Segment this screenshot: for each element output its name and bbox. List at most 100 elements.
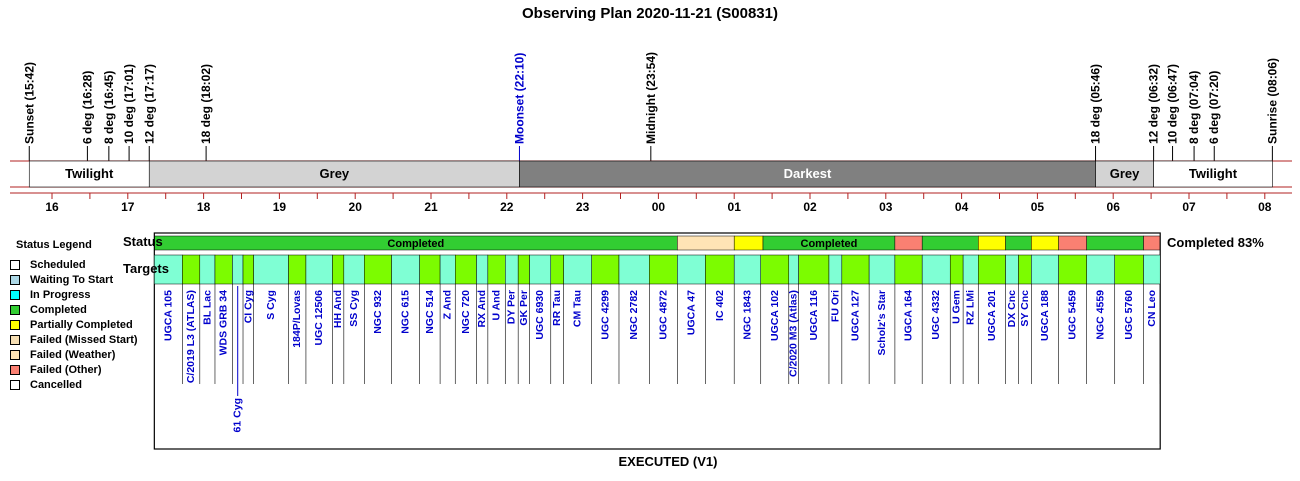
phase-rect-0 xyxy=(28,160,150,188)
event-label-0: Sunset (15:42) xyxy=(22,62,36,144)
target-box-41 xyxy=(1018,254,1032,285)
target-label-35: UGCA 164 xyxy=(903,290,915,341)
status-row-label: Status xyxy=(123,234,163,249)
legend-swatch-2 xyxy=(10,289,20,300)
chart-title: Observing Plan 2020-11-21 (S00831) xyxy=(522,5,778,22)
target-label-39: UGCA 201 xyxy=(986,290,998,341)
target-box-32 xyxy=(828,254,843,285)
target-box-39 xyxy=(978,254,1006,285)
target-box-23 xyxy=(591,254,620,285)
target-label-26: UGCA 47 xyxy=(685,290,697,335)
target-box-5 xyxy=(242,254,254,285)
target-label-40: DX Cnc xyxy=(1006,290,1018,328)
legend-item-5: Failed (Missed Start) xyxy=(10,332,140,347)
phase-rect-1 xyxy=(148,160,520,188)
legend-label-4: Partially Completed xyxy=(30,318,133,331)
legend-swatch-1 xyxy=(10,274,20,285)
targets-row-label: Targets xyxy=(123,261,169,276)
target-label-25: UGC 4872 xyxy=(657,290,669,340)
target-label-24: NGC 2782 xyxy=(628,290,640,340)
target-label-13: NGC 514 xyxy=(424,290,436,334)
legend-label-6: Failed (Weather) xyxy=(30,348,116,361)
legend-label-1: Waiting To Start xyxy=(30,273,114,286)
phase-label-0: Twilight xyxy=(65,166,114,181)
status-segment-11 xyxy=(1143,235,1161,251)
target-label-5: CI Cyg xyxy=(242,290,254,323)
hour-label-02: 02 xyxy=(803,200,817,214)
target-box-40 xyxy=(1005,254,1019,285)
status-segment-7 xyxy=(1005,235,1032,251)
event-label-6: Moonset (22:10) xyxy=(512,53,526,144)
hour-label-23: 23 xyxy=(576,200,590,214)
target-box-9 xyxy=(332,254,345,285)
legend-item-6: Failed (Weather) xyxy=(10,347,140,362)
target-label-12: NGC 615 xyxy=(400,290,412,334)
target-label-32: FU Ori xyxy=(829,290,841,322)
chart-footer: EXECUTED (V1) xyxy=(618,454,718,469)
status-legend: Status Legend Scheduled Waiting To Start I… xyxy=(10,239,140,392)
target-label-3: WDS GRB 34 xyxy=(218,290,230,356)
legend-item-0: Scheduled xyxy=(10,257,140,272)
target-label-28: NGC 1843 xyxy=(741,290,753,340)
target-box-12 xyxy=(391,254,420,285)
phase-label-2: Darkest xyxy=(784,166,832,181)
status-segment-label-3: Completed xyxy=(801,238,858,250)
hour-label-05: 05 xyxy=(1031,200,1045,214)
event-label-12: 6 deg (07:20) xyxy=(1207,71,1221,144)
target-box-15 xyxy=(455,254,477,285)
target-box-25 xyxy=(649,254,678,285)
target-box-42 xyxy=(1031,254,1059,285)
event-label-9: 12 deg (06:32) xyxy=(1147,64,1161,144)
target-label-34: Scholz's Star xyxy=(876,290,888,356)
phase-label-1: Grey xyxy=(320,166,350,181)
target-label-6: S Cyg xyxy=(265,290,277,320)
event-label-11: 8 deg (07:04) xyxy=(1187,71,1201,144)
legend-title: Status Legend xyxy=(16,239,92,251)
hour-label-06: 06 xyxy=(1107,200,1121,214)
event-label-13: Sunrise (08:06) xyxy=(1265,58,1279,144)
legend-label-0: Scheduled xyxy=(30,258,86,271)
target-label-30: C/2020 M3 (Atlas) xyxy=(788,290,800,377)
target-box-28 xyxy=(733,254,761,285)
status-segment-10 xyxy=(1086,235,1144,251)
event-label-10: 10 deg (06:47) xyxy=(1166,64,1180,144)
legend-swatch-5 xyxy=(10,334,20,345)
target-label-31: UGCA 116 xyxy=(808,290,820,341)
legend-swatch-6 xyxy=(10,349,20,360)
target-label-37: U Gem xyxy=(951,290,963,324)
target-box-34 xyxy=(868,254,896,285)
status-segment-2 xyxy=(733,235,764,251)
target-box-20 xyxy=(529,254,552,285)
hour-label-07: 07 xyxy=(1182,200,1196,214)
hour-label-20: 20 xyxy=(349,200,363,214)
legend-label-7: Failed (Other) xyxy=(30,363,102,376)
target-box-44 xyxy=(1086,254,1115,285)
hour-label-16: 16 xyxy=(45,200,59,214)
target-label-15: NGC 720 xyxy=(460,290,472,334)
target-label-20: UGC 6930 xyxy=(534,290,546,340)
target-label-11: NGC 932 xyxy=(372,290,384,334)
hour-label-21: 21 xyxy=(424,200,438,214)
target-label-0: UGCA 105 xyxy=(162,290,174,341)
target-label-46: CN Leo xyxy=(1146,290,1158,327)
target-box-46 xyxy=(1143,254,1161,285)
legend-swatch-7 xyxy=(10,364,20,375)
event-label-4: 12 deg (17:17) xyxy=(142,64,156,144)
status-segment-1 xyxy=(677,235,735,251)
phase-label-3: Grey xyxy=(1110,166,1140,181)
legend-item-1: Waiting To Start xyxy=(10,272,140,287)
target-label-43: UGC 5459 xyxy=(1067,290,1079,340)
phase-rect-2 xyxy=(519,160,1096,188)
hour-label-04: 04 xyxy=(955,200,969,214)
legend-label-5: Failed (Missed Start) xyxy=(30,333,138,346)
legend-swatch-0 xyxy=(10,259,20,270)
target-box-33 xyxy=(841,254,870,285)
hour-label-08: 08 xyxy=(1258,200,1272,214)
target-box-16 xyxy=(476,254,489,285)
target-box-21 xyxy=(550,254,564,285)
target-box-2 xyxy=(199,254,216,285)
target-label-4: 61 Cyg xyxy=(232,398,244,432)
status-segment-4 xyxy=(894,235,923,251)
legend-swatch-8 xyxy=(10,379,20,390)
target-label-2: BL Lac xyxy=(201,290,213,325)
